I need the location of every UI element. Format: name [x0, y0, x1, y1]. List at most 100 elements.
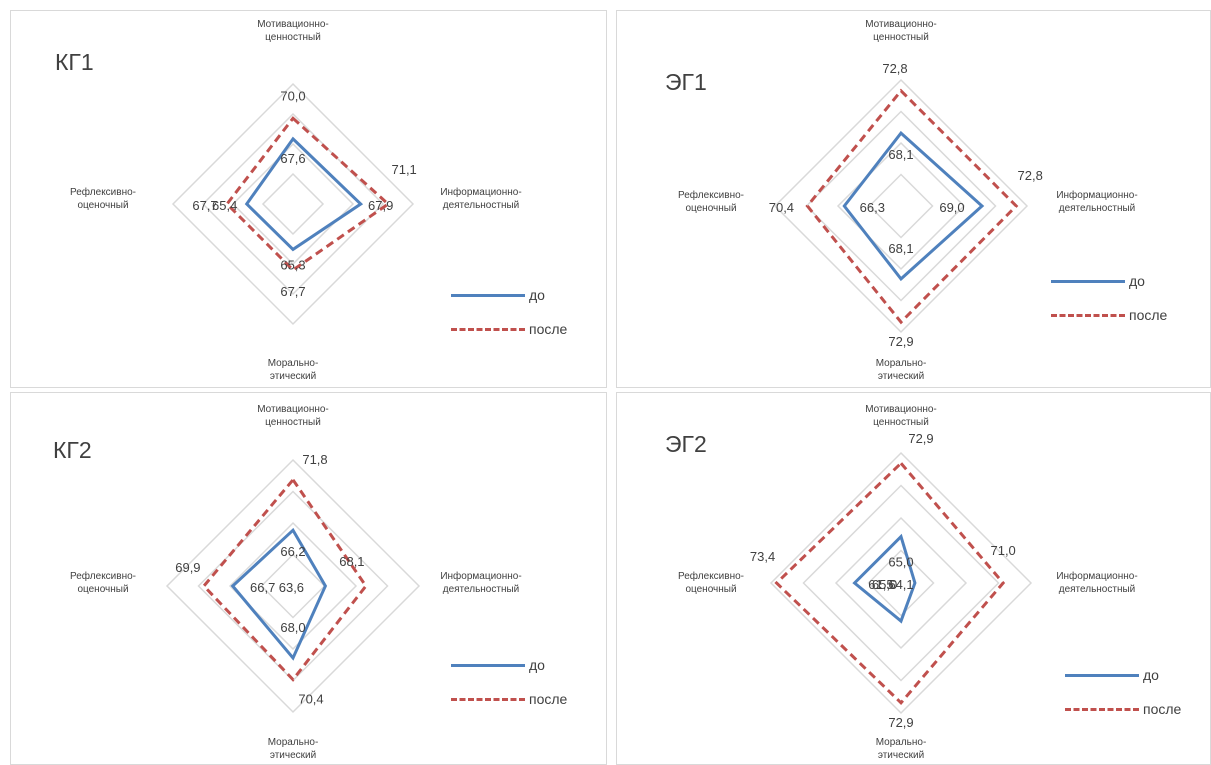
legend-item-before: до [451, 655, 567, 675]
data-label: 68,1 [339, 554, 364, 569]
data-label: 69,9 [175, 560, 200, 575]
axis-label-top: Мотивационно- ценностный [257, 404, 329, 428]
legend-label-before: до [1129, 273, 1145, 289]
series-after-line [805, 88, 1019, 325]
data-label: 69,0 [939, 200, 964, 215]
legend-label-before: до [529, 657, 545, 673]
data-label: 61,5 [868, 577, 893, 592]
data-label: 73,4 [750, 549, 775, 564]
grid-ring [834, 516, 968, 650]
grid-ring [260, 553, 326, 619]
legend-line-solid [451, 293, 525, 297]
data-label: 65,0 [888, 555, 913, 570]
grid-ring [867, 549, 935, 617]
axis-label-right: Информационно- деятельностный [440, 187, 522, 211]
legend-label-after: после [1129, 307, 1168, 323]
radar-chart-eg1: 68,1 69,0 68,1 66,3 72,8 72,8 72,9 70,4 [769, 61, 1043, 349]
data-label: 65,4 [212, 198, 237, 213]
axis-label-top: Мотивационно- ценностный [257, 19, 329, 43]
axis-label-right: Информационно- деятельностный [440, 571, 522, 595]
legend-label-before: до [1143, 667, 1159, 683]
legend-label-after: после [529, 321, 568, 337]
data-label: 67,7 [280, 284, 305, 299]
axis-label-bottom: Морально- этический [267, 737, 319, 761]
data-label: 70,4 [769, 200, 794, 215]
data-label: 67,9 [368, 198, 393, 213]
legend: до после [1051, 271, 1167, 339]
legend-item-before: до [451, 285, 567, 305]
radar-chart-eg2: 65,061,564,165,072,971,072,973,4 [750, 431, 1033, 730]
radar-chart-kg1: 67,6 67,9 65,3 65,4 70,0 71,1 67,7 67,7 [171, 82, 417, 326]
chart-panel-kg2: 66,2 63,6 68,0 66,7 71,8 68,1 70,4 69,9 КГ2 Мот… [10, 392, 607, 765]
legend-line-solid [1065, 673, 1139, 677]
grid-ring [769, 451, 1033, 715]
data-label: 72,9 [888, 715, 913, 730]
legend-line-solid [451, 663, 525, 667]
grid-ring [261, 172, 325, 236]
radar-chart-kg2: 66,2 63,6 68,0 66,7 71,8 68,1 70,4 69,9 [165, 452, 421, 714]
series-before-line [244, 136, 364, 252]
grid-ring [165, 458, 421, 714]
data-label: 68,1 [888, 147, 913, 162]
data-label: 71,1 [391, 162, 416, 177]
legend-item-after: после [451, 319, 567, 339]
grid-ring [231, 142, 355, 266]
axis-label-top: Мотивационно- ценностный [865, 404, 937, 428]
grid-ring [773, 78, 1029, 334]
data-label: 67,6 [280, 151, 305, 166]
axis-label-left: Рефлексивно- оценочный [70, 571, 136, 595]
data-label: 71,8 [302, 452, 327, 467]
axis-label-right: Информационно- деятельностный [1056, 571, 1138, 595]
data-label: 66,2 [280, 544, 305, 559]
legend-label-after: после [1143, 701, 1182, 717]
data-label: 68,0 [280, 620, 305, 635]
series-after-line [225, 116, 391, 272]
chart-title: КГ2 [53, 437, 92, 463]
data-label: 72,8 [882, 61, 907, 76]
data-label: 65,0 [872, 577, 897, 592]
legend: до после [451, 655, 567, 723]
axis-label-left: Рефлексивно- оценочный [678, 571, 744, 595]
legend-line-solid [1051, 279, 1125, 283]
data-label: 72,8 [1018, 168, 1043, 183]
legend-line-dashed [1065, 707, 1139, 711]
data-label: 65,3 [280, 257, 305, 272]
legend-item-before: до [1065, 665, 1181, 685]
legend-line-dashed [451, 327, 525, 331]
data-label: 66,7 [250, 580, 275, 595]
axis-label-bottom: Морально- этический [875, 737, 927, 761]
chart-title: КГ1 [55, 49, 94, 75]
chart-panel-eg2: 65,0 61,5 64,1 65,0 72,9 71,0 72,9 73,4 ЭГ2 Мот… [616, 392, 1211, 765]
series-before-line [230, 527, 328, 661]
series-after-line [201, 477, 368, 682]
legend-line-dashed [1051, 313, 1125, 317]
chart-title: ЭГ2 [665, 431, 707, 457]
legend: до после [1065, 665, 1181, 733]
data-label: 66,3 [860, 200, 885, 215]
legend: до после [451, 285, 567, 353]
series-before-line [842, 130, 985, 282]
legend-line-dashed [451, 697, 525, 701]
data-label: 70,4 [298, 692, 323, 707]
grid-ring [868, 173, 934, 239]
legend-item-after: после [1065, 699, 1181, 719]
data-label: 67,7 [192, 198, 217, 213]
axis-label-left: Рефлексивно- оценочный [70, 187, 136, 211]
data-label: 72,9 [888, 334, 913, 349]
legend-label-before: до [529, 287, 545, 303]
series-before-line [852, 533, 917, 624]
axis-label-bottom: Морально- этический [267, 358, 319, 382]
chart-panel-kg1: 67,6 67,9 65,3 65,4 70,0 71,1 67,7 67,7 КГ1 Мот… [10, 10, 607, 388]
data-label: 70,0 [280, 88, 305, 103]
grid-ring [802, 484, 1000, 682]
data-label: 71,0 [990, 543, 1015, 558]
grid-ring [805, 110, 997, 302]
data-label: 63,6 [279, 580, 304, 595]
chart-panel-eg1: 68,1 69,0 68,1 66,3 72,8 72,8 72,9 70,4 ЭГ1 Мот… [616, 10, 1211, 388]
data-label: 72,9 [908, 431, 933, 446]
axis-label-top: Мотивационно- ценностный [865, 19, 937, 43]
grid-ring [171, 82, 415, 326]
data-label: 68,1 [888, 241, 913, 256]
legend-item-after: после [1051, 305, 1167, 325]
axis-label-left: Рефлексивно- оценочный [678, 190, 744, 214]
